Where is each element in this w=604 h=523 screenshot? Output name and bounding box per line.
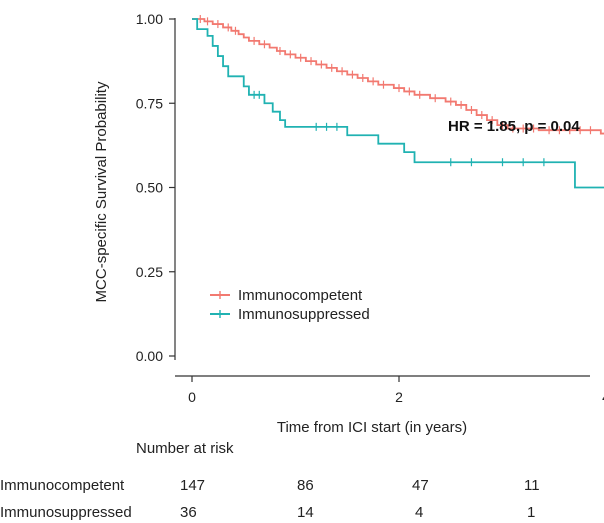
survival-curves [192, 15, 604, 189]
risk-row-label-immunosuppressed: Immunosuppressed [0, 504, 132, 521]
risk-value: 86 [297, 477, 314, 494]
risk-value: 11 [524, 477, 540, 494]
risk-value: 14 [297, 504, 314, 521]
y-tick-label: 1.00 [136, 11, 163, 27]
y-ticks: 0.00 0.25 0.50 0.75 1.00 [136, 11, 175, 364]
legend-label-immunosuppressed: Immunosuppressed [238, 306, 370, 323]
legend: Immunocompetent Immunosuppressed [210, 287, 370, 323]
risk-row-label-immunocompetent: Immunocompetent [0, 477, 125, 494]
axes [174, 18, 590, 377]
y-tick-label: 0.75 [136, 95, 163, 111]
legend-label-immunocompetent: Immunocompetent [238, 287, 363, 304]
risk-value: 4 [415, 504, 424, 521]
x-axis-title: Time from ICI start (in years) [277, 419, 467, 436]
y-tick-label: 0.00 [136, 348, 163, 364]
risk-value: 147 [180, 477, 206, 494]
risk-table-header: Number at risk [136, 440, 234, 457]
risk-value: 36 [180, 504, 197, 521]
y-tick-label: 0.50 [136, 180, 163, 196]
km-curve-immunosuppressed [192, 18, 604, 189]
risk-value: 1 [527, 504, 536, 521]
km-chart: 0.000.250.500.751.00 0246 MCC-specific S… [93, 11, 604, 436]
x-tick-label: 4 [602, 389, 604, 405]
x-tick-label: 2 [395, 389, 403, 405]
y-axis-title: MCC-specific Survival Probability [93, 81, 110, 302]
x-ticks: 0246 [188, 376, 604, 405]
risk-value: 47 [412, 477, 429, 494]
hr-annotation: HR = 1.85, p = 0.04 [448, 118, 580, 135]
x-tick-label: 0 [188, 389, 196, 405]
y-tick-label: 0.25 [136, 264, 163, 280]
